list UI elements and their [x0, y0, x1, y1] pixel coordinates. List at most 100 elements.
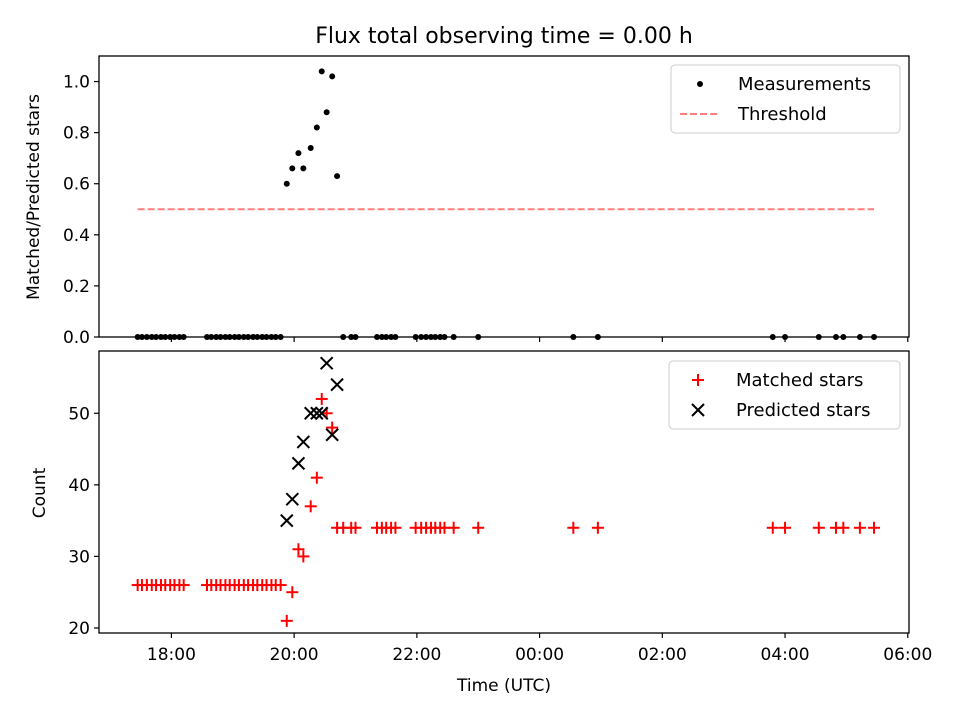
matched-star-marker: [304, 500, 317, 513]
predicted-star-marker: [296, 435, 311, 449]
predicted-star-marker: [315, 406, 329, 420]
measurement-point: [143, 334, 150, 340]
measurement-point: [570, 334, 577, 340]
counts-y-tick-label: 30: [68, 547, 90, 567]
ratio-y-axis-label: Matched/Predicted stars: [24, 94, 44, 300]
measurement-point: [138, 334, 145, 340]
predicted-star-marker: [319, 356, 334, 370]
x-tick-label: 00:00: [515, 645, 564, 665]
matched-star-marker: [315, 392, 328, 405]
measurement-point: [295, 150, 302, 157]
measurement-point: [171, 334, 178, 340]
predicted-star-marker: [310, 406, 324, 420]
x-tick-label: 18:00: [147, 645, 196, 665]
measurement-point: [450, 334, 457, 340]
legend-matched-label: Matched stars: [736, 370, 863, 391]
ratio-panel-frame: [98, 55, 910, 338]
measurement-point: [153, 334, 160, 340]
measurement-point: [277, 334, 284, 340]
ratio-y-ticks: 0.0 0.2 0.4 0.6 0.8 1.0: [63, 73, 99, 348]
measurement-point: [423, 334, 430, 340]
measurement-point: [226, 334, 233, 340]
measurement-point: [334, 173, 341, 180]
measurement-point: [240, 334, 247, 340]
measurement-point: [250, 334, 257, 340]
measurement-point: [323, 109, 330, 116]
measurement-point: [378, 334, 385, 340]
measurement-point: [441, 334, 448, 340]
matched-star-marker: [286, 586, 299, 599]
measurement-point: [871, 334, 878, 340]
counts-y-axis-label: Count: [30, 467, 50, 518]
measurement-point: [245, 334, 252, 340]
measurement-point: [769, 334, 776, 340]
measurement-point: [180, 334, 187, 340]
x-axis-label: Time (UTC): [456, 676, 551, 696]
matched-star-marker: [812, 521, 825, 534]
measurement-point: [162, 334, 169, 340]
ratio-panel: Matched/Predicted stars 0.0 0.2 0.4 0.6 0.8 1…: [24, 55, 910, 348]
ratio-y-tick-label: 0.6: [63, 175, 90, 195]
measurement-point: [427, 334, 434, 340]
matched-star-marker: [779, 521, 792, 534]
measurement-point: [352, 334, 359, 340]
measurement-point: [313, 124, 320, 131]
measurement-point: [217, 334, 224, 340]
legend-matched-marker: [692, 374, 704, 386]
matched-star-marker: [853, 521, 866, 534]
predicted-star-marker: [303, 406, 318, 420]
measurement-point: [340, 334, 347, 340]
matched-star-marker: [326, 421, 339, 434]
counts-legend: Matched stars Predicted stars: [668, 360, 901, 430]
ratio-marks: [134, 68, 878, 340]
predicted-star-marker: [325, 428, 339, 442]
measurement-point: [782, 334, 789, 340]
measurement-point: [432, 334, 439, 340]
measurement-point: [412, 334, 419, 340]
measurement-point: [235, 334, 242, 340]
predicted-star-marker: [291, 456, 306, 471]
measurement-point: [348, 334, 355, 340]
x-tick-label: 22:00: [392, 645, 441, 665]
measurement-point: [204, 334, 210, 340]
counts-legend-box: [668, 360, 901, 430]
matched-star-marker: [766, 521, 779, 534]
measurement-point: [208, 334, 215, 340]
measurement-point: [815, 334, 822, 340]
x-tick-label: 04:00: [761, 645, 810, 665]
measurement-point: [388, 334, 395, 340]
legend-measurements-label: Measurements: [738, 74, 871, 95]
ratio-legend-box: [670, 64, 901, 134]
predicted-star-marker: [280, 513, 294, 528]
matched-star-marker: [292, 543, 305, 556]
legend-threshold-label: Threshold: [737, 104, 827, 125]
measurement-point: [148, 334, 155, 340]
counts-y-tick-label: 50: [68, 404, 90, 424]
ratio-y-tick-label: 0.8: [63, 124, 90, 144]
measurement-point: [263, 334, 270, 340]
matched-star-marker: [837, 521, 850, 534]
matched-star-marker: [349, 521, 362, 534]
measurement-point: [475, 334, 482, 340]
measurement-point: [437, 334, 444, 340]
matched-star-marker: [297, 550, 310, 563]
measurement-point: [259, 334, 266, 340]
chart-title: Flux total observing time = 0.00 h: [315, 24, 693, 49]
measurement-point: [418, 334, 425, 340]
counts-marks: [131, 356, 881, 627]
measurement-point: [157, 334, 164, 340]
measurement-point: [856, 334, 863, 340]
counts-x-ticks: 18:00 20:00 22:00 00:00 02:00 04:00 06:00: [147, 633, 932, 665]
measurement-point: [283, 180, 290, 187]
predicted-star-marker: [285, 492, 300, 506]
legend-predicted-marker: [691, 403, 705, 417]
measurement-point: [832, 334, 839, 340]
measurement-point: [329, 73, 336, 80]
x-tick-label: 06:00: [883, 645, 932, 665]
measurement-point: [594, 334, 601, 340]
measurement-point: [383, 334, 390, 340]
matched-star-marker: [274, 579, 287, 592]
measurement-point: [307, 144, 314, 151]
predicted-star-marker: [330, 377, 344, 392]
